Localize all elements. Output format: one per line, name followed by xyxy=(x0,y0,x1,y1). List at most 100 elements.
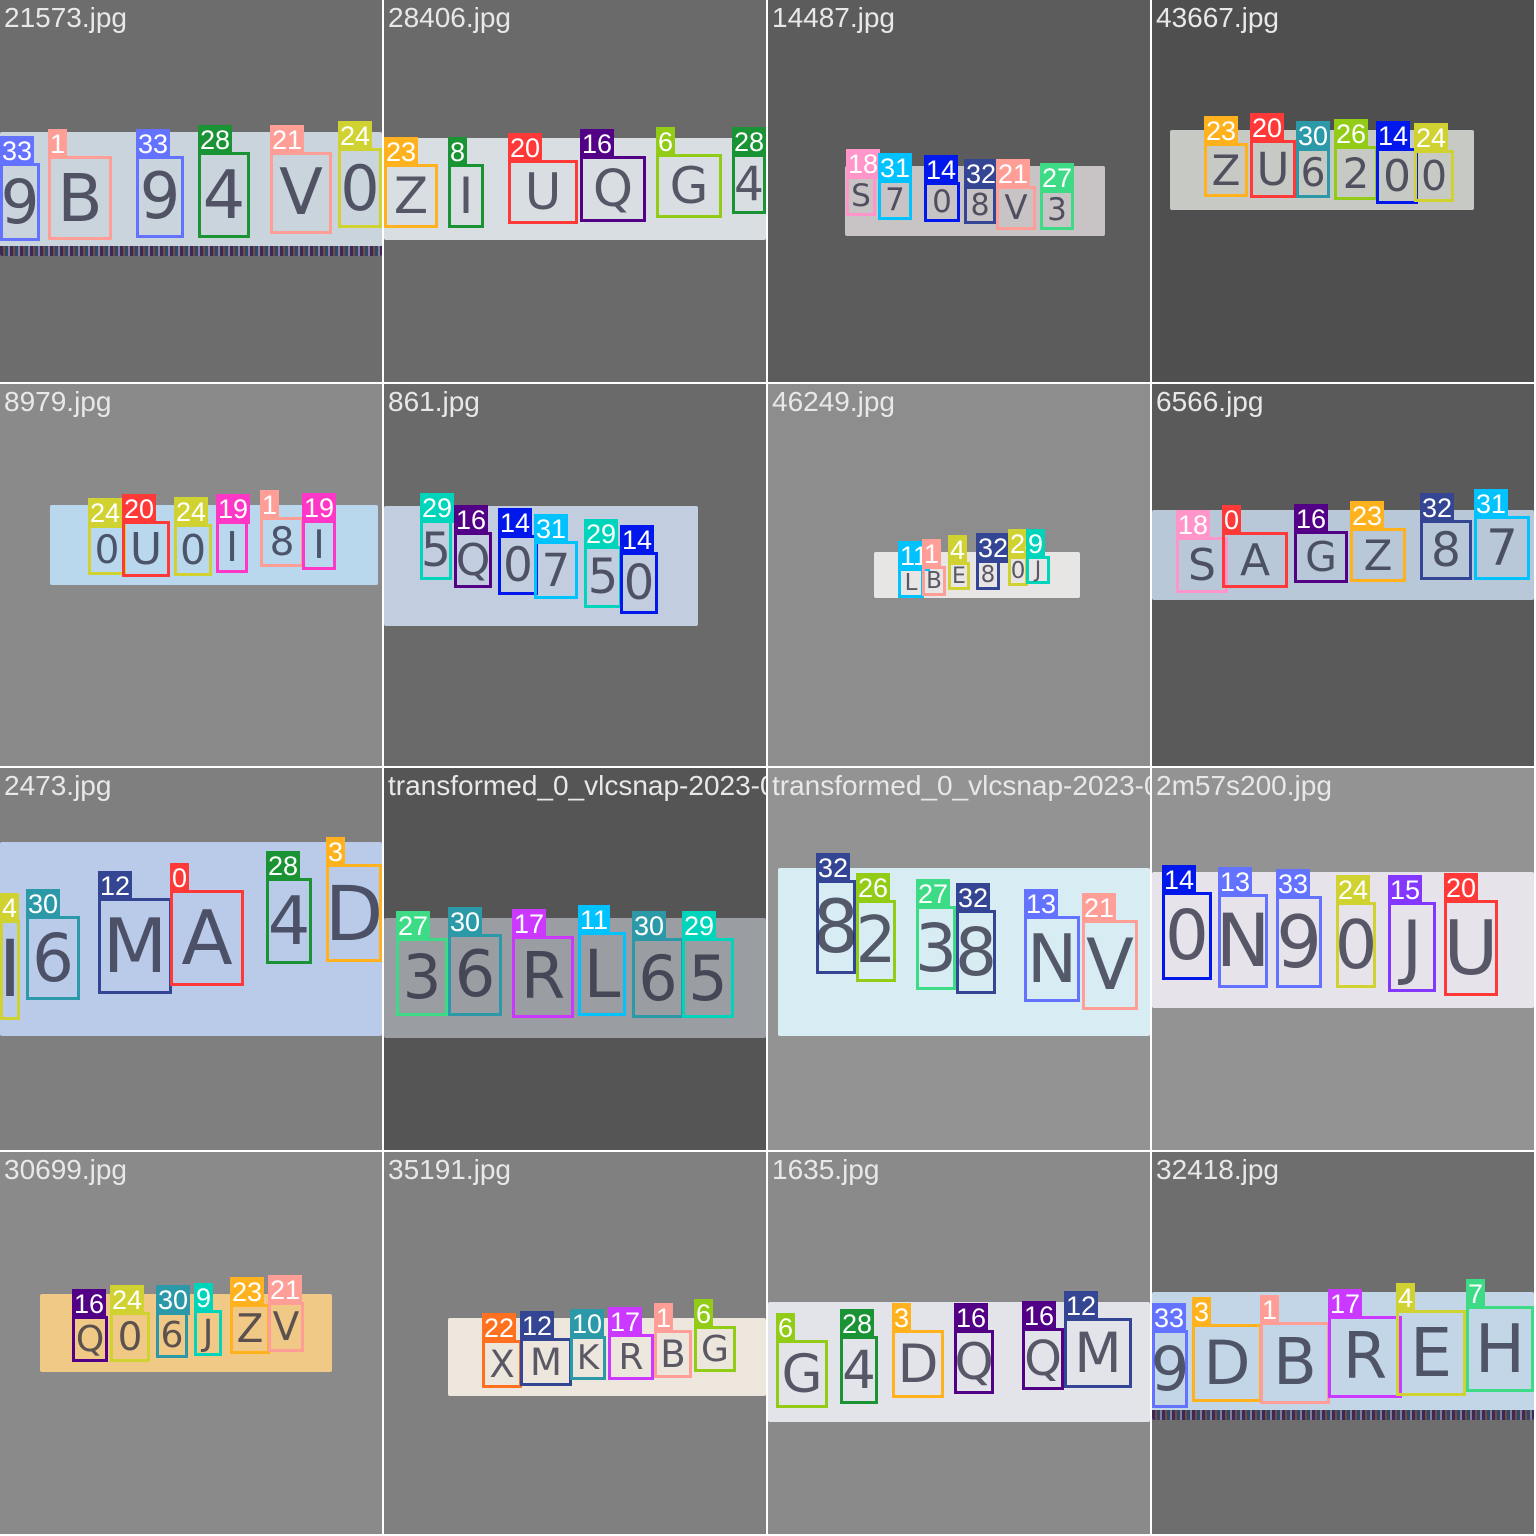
image-artifact-strip xyxy=(0,246,382,256)
bounding-box: 5 29 xyxy=(420,493,455,580)
bounding-box: M 12 xyxy=(98,871,172,994)
bounding-box: Q 16 xyxy=(72,1289,108,1362)
plate-character: 0 xyxy=(503,537,533,593)
plate-character: 0 xyxy=(1165,896,1209,976)
tile-filename: transformed_0_vlcsnap-2023-05-23-22h41 xyxy=(772,770,1150,801)
bounding-box: 3 27 xyxy=(915,879,957,990)
class-label: 6 xyxy=(776,1313,796,1343)
plate-character: M xyxy=(102,902,168,990)
class-label: 17 xyxy=(608,1307,643,1337)
mosaic-tile: Q 16 0 24 6 30 J 9 Z 23 V 21 30699.jpg xyxy=(0,1152,382,1534)
bounding-box: 2 26 xyxy=(1334,119,1378,200)
bounding-box: V 21 xyxy=(1082,893,1138,1010)
plate-character: R xyxy=(520,940,566,1014)
class-label: 21 xyxy=(270,125,305,155)
class-label: 32 xyxy=(1420,493,1455,523)
bounding-box: 4 28 xyxy=(198,125,250,238)
bounding-box: 4 28 xyxy=(266,851,312,964)
bounding-box: U 20 xyxy=(122,494,170,577)
class-label: 14 xyxy=(1162,865,1197,895)
class-label: 3 xyxy=(1192,1297,1212,1327)
bounding-box: R 17 xyxy=(608,1307,654,1380)
class-label: 16 xyxy=(72,1289,107,1319)
bounding-box: 9 33 xyxy=(136,129,184,238)
bounding-box: 6 30 xyxy=(1296,121,1331,198)
bounding-box: Q 16 xyxy=(454,505,492,588)
plate-character: 3 xyxy=(402,941,442,1013)
class-label: 24 xyxy=(174,497,209,527)
class-label: 30 xyxy=(26,889,61,919)
class-label: 12 xyxy=(98,871,133,901)
bounding-box: 6 30 xyxy=(156,1285,191,1358)
bounding-box: 0 14 xyxy=(1376,121,1418,204)
bounding-box: I 19 xyxy=(216,494,251,573)
plate-character: A xyxy=(181,894,233,982)
image-artifact-strip xyxy=(1152,1410,1534,1420)
tile-filename: 2m57s200.jpg xyxy=(1156,770,1332,801)
plate-character: U xyxy=(524,163,562,221)
plate-character: 9 xyxy=(1276,900,1322,984)
tile-filename: 14487.jpg xyxy=(772,2,896,33)
plate-character: V xyxy=(1086,924,1134,1006)
bounding-box: Q 16 xyxy=(580,129,646,222)
class-label: 4 xyxy=(948,535,968,565)
bounding-box: S 18 xyxy=(1176,510,1228,593)
bounding-box: 0 14 xyxy=(498,508,538,595)
class-label: 16 xyxy=(1022,1301,1057,1331)
bounding-box: M 12 xyxy=(520,1311,572,1386)
plate-character: I xyxy=(225,523,239,571)
class-label: 15 xyxy=(1388,875,1423,905)
bounding-box: Q 16 xyxy=(954,1303,994,1394)
bounding-box: 6 30 xyxy=(26,889,80,1000)
plate-character: B xyxy=(57,159,103,237)
bounding-box: N 13 xyxy=(1216,867,1270,988)
mosaic-tile: X 22 M 12 K 10 R 17 B 1 G 6 35191.jpg xyxy=(384,1152,766,1534)
tile-filename: 8979.jpg xyxy=(4,386,112,417)
plate-character: V xyxy=(1004,188,1028,228)
plate-character: K xyxy=(576,1338,600,1378)
mosaic-tile: S 18 A 0 G 16 Z 23 8 32 7 31 6566.jpg xyxy=(1152,384,1534,766)
class-label: 26 xyxy=(1334,119,1369,149)
mosaic-tile: 0 24 U 20 0 24 I 19 8 1 I 19 8979.jpg xyxy=(0,384,382,766)
bounding-box: I 19 xyxy=(302,493,337,570)
class-label: 24 xyxy=(1414,123,1449,153)
plate-character: X xyxy=(489,1342,515,1386)
plate-character: 5 xyxy=(421,522,451,578)
mosaic-tile: Z 23 I 8 U 20 Q 16 G 6 4 28 28406.jpg xyxy=(384,0,766,382)
bounding-box: 4 28 xyxy=(840,1309,878,1404)
tile-filename: 6566.jpg xyxy=(1156,386,1264,417)
bounding-box: 8 32 xyxy=(955,883,997,994)
mosaic-tile: I 4 6 30 M 12 A 0 4 28 D 3 2473.jpg xyxy=(0,768,382,1150)
bounding-box: R 17 xyxy=(1328,1289,1402,1398)
class-label: 29 xyxy=(584,519,619,549)
plate-character: B xyxy=(1273,1326,1317,1400)
plate-character: S xyxy=(851,178,871,214)
mosaic-tile: 9 33 D 3 B 1 R 17 E 4 H 7 32418.jpg xyxy=(1152,1152,1534,1534)
mosaic-tile: 3 27 6 30 R 17 L 11 6 30 5 29 transformed_0_vlcsnap-… xyxy=(384,768,766,1150)
plate-character: D xyxy=(324,868,382,958)
plate-character: 8 xyxy=(970,187,990,223)
plate-character: 0 xyxy=(1010,558,1026,584)
tile-filename: 861.jpg xyxy=(388,386,480,417)
class-label: 18 xyxy=(846,149,881,179)
plate-character: B xyxy=(926,568,942,594)
class-label: 17 xyxy=(1328,1289,1363,1319)
bounding-box: L 11 xyxy=(578,905,626,1016)
class-label: 30 xyxy=(448,907,483,937)
plate-character: 0 xyxy=(1383,150,1411,202)
plate-character: 4 xyxy=(734,156,764,212)
class-label: 28 xyxy=(732,127,766,157)
class-label: 33 xyxy=(136,129,171,159)
plate-character: I xyxy=(0,925,22,1015)
